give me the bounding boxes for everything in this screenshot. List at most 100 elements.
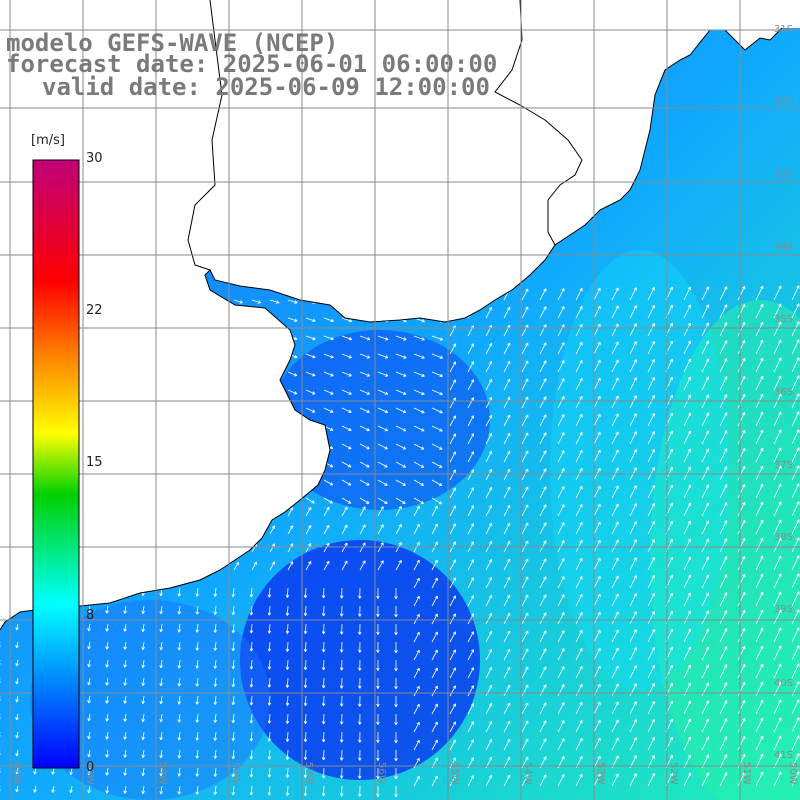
wind-arrow — [647, 575, 655, 589]
wind-arrow-head — [705, 286, 709, 289]
wind-arrow-head — [285, 720, 288, 724]
wind-arrow — [791, 699, 800, 715]
wind-arrow-head — [507, 450, 511, 454]
wind-arrow — [107, 335, 116, 339]
wind-arrow — [647, 593, 655, 607]
wind-arrow — [287, 425, 297, 431]
wind-arrow-head — [651, 431, 655, 434]
wind-arrow-head — [778, 519, 782, 522]
wind-arrow — [701, 358, 709, 373]
wind-arrow — [232, 623, 235, 633]
wind-arrow-head — [124, 610, 127, 614]
wind-arrow — [575, 486, 583, 499]
wind-arrow — [179, 562, 185, 571]
wind-arrow — [791, 519, 800, 535]
wind-arrow-head — [687, 610, 691, 614]
wind-arrow-head — [723, 520, 727, 523]
wind-arrow — [413, 479, 424, 486]
wind-arrow — [178, 659, 181, 669]
wind-arrow-head — [385, 337, 389, 340]
wind-arrow-head — [434, 649, 438, 652]
wind-arrow — [791, 627, 800, 643]
wind-arrow-head — [525, 666, 529, 669]
wind-arrow-head — [305, 793, 308, 797]
wind-arrow-head — [195, 647, 198, 651]
wind-arrow-head — [385, 427, 389, 431]
wind-arrow-head — [633, 683, 637, 686]
wind-arrow-head — [130, 338, 134, 340]
wind-arrow — [250, 731, 253, 742]
wind-arrow-head — [488, 684, 492, 688]
wind-arrow-head — [88, 790, 91, 794]
wind-arrow-head — [203, 354, 207, 358]
wind-arrow-head — [33, 789, 35, 793]
wind-arrow — [575, 558, 583, 571]
longitude-label: 60W — [84, 762, 95, 785]
wind-arrow-head — [597, 449, 601, 453]
wind-arrow — [521, 576, 529, 589]
wind-arrow-head — [760, 393, 764, 397]
wind-arrow — [701, 322, 709, 337]
wind-arrow-head — [344, 524, 348, 527]
wind-arrow — [287, 507, 294, 517]
wind-arrow-head — [597, 485, 601, 489]
wind-arrow-head — [160, 611, 163, 615]
wind-arrow — [323, 561, 330, 571]
wind-arrow — [233, 479, 242, 485]
wind-arrow-head — [195, 611, 198, 615]
wind-arrow — [647, 485, 655, 499]
wind-arrow-head — [286, 774, 290, 778]
wind-arrow-head — [87, 591, 89, 596]
wind-arrow-head — [323, 739, 326, 743]
wind-arrow-head — [123, 628, 126, 632]
wind-arrow-head — [470, 739, 474, 742]
wind-arrow-head — [367, 373, 371, 377]
wind-arrow-head — [579, 773, 583, 777]
wind-arrow-head — [760, 681, 764, 685]
wind-arrow — [593, 521, 601, 535]
wind-arrow-head — [239, 445, 243, 449]
wind-arrow-head — [3, 480, 6, 484]
wind-arrow-head — [321, 649, 324, 653]
wind-arrow-head — [705, 646, 709, 649]
wind-arrow-head — [633, 737, 637, 740]
wind-arrow — [341, 299, 352, 304]
wind-arrow — [106, 749, 109, 758]
wind-arrow-head — [214, 737, 218, 741]
wind-arrow-head — [321, 703, 324, 707]
wind-arrow — [647, 503, 655, 517]
wind-arrow — [377, 443, 388, 450]
wind-arrow-head — [305, 667, 308, 671]
wind-arrow-head — [221, 354, 225, 358]
wind-arrow — [160, 641, 163, 650]
wind-arrow — [305, 407, 316, 413]
wind-arrow-head — [633, 665, 637, 668]
wind-arrow — [737, 286, 746, 301]
wind-arrow-head — [394, 650, 397, 654]
wind-arrow-head — [434, 775, 438, 778]
wind-arrow-head — [268, 666, 272, 670]
wind-arrow — [196, 677, 199, 687]
wind-arrow — [341, 506, 348, 517]
wind-arrow-head — [348, 302, 352, 304]
wind-arrow-head — [742, 699, 745, 703]
wind-arrow — [737, 430, 746, 445]
wind-arrow-head — [488, 576, 492, 580]
wind-arrow-head — [488, 774, 492, 778]
wind-arrow — [359, 425, 370, 431]
wind-arrow — [593, 377, 601, 391]
wind-arrow-head — [434, 505, 438, 508]
wind-arrow-head — [123, 700, 126, 704]
wind-arrow-head — [214, 755, 218, 759]
wind-arrow-head — [561, 522, 565, 525]
wind-arrow-head — [651, 737, 655, 740]
wind-arrow — [557, 432, 565, 445]
wind-arrow-head — [349, 427, 352, 431]
wind-arrow — [143, 407, 152, 412]
wind-arrow-head — [87, 609, 89, 614]
wind-arrow — [521, 414, 529, 427]
wind-arrow — [16, 749, 19, 757]
wind-arrow-head — [177, 629, 180, 633]
wind-arrow — [16, 605, 19, 613]
wind-arrow — [16, 623, 19, 631]
